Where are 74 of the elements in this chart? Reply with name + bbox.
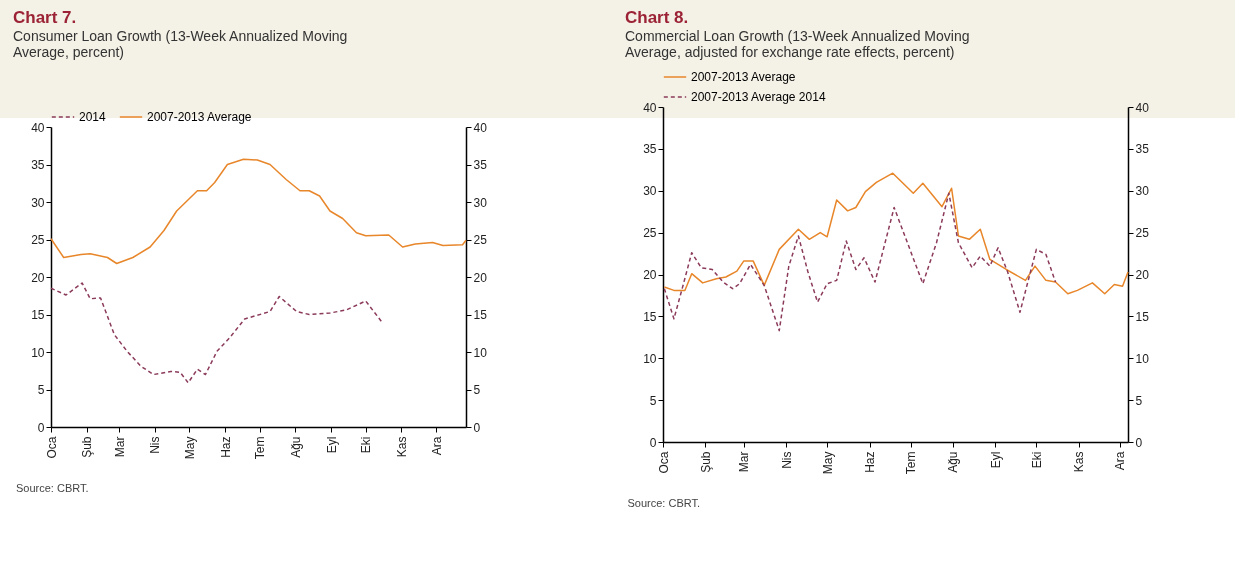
y-tick-label: 30 <box>642 184 657 199</box>
x-tick-label: Ağu <box>945 451 960 473</box>
x-tick-label: Haz <box>862 451 877 473</box>
y2-tick-label: 35 <box>1135 142 1149 157</box>
y-tick-label: 25 <box>31 233 45 247</box>
line-series <box>663 192 1056 332</box>
y2-tick-label: 5 <box>1135 393 1142 408</box>
y2-tick-label: 25 <box>1135 226 1149 241</box>
y-tick-label: 15 <box>642 309 657 324</box>
chart-title: Chart 7. <box>13 8 77 27</box>
x-tick-label: Haz <box>218 436 233 458</box>
x-tick-label: Kas <box>1071 451 1086 473</box>
x-tick-label: Nis <box>148 436 163 454</box>
y-tick-label: 15 <box>31 308 45 322</box>
y2-tick-label: 10 <box>1135 351 1149 366</box>
x-tick-label: Şub <box>698 451 713 473</box>
line-series <box>50 158 467 265</box>
source-note: Source: CBRT. <box>627 497 702 509</box>
y-tick-label: 10 <box>642 351 657 366</box>
y2-tick-label: 20 <box>473 270 488 285</box>
x-tick-label: Mar <box>112 436 127 458</box>
y2-tick-label: 15 <box>473 308 488 322</box>
x-tick-label: Tem <box>253 436 268 460</box>
line-series <box>663 172 1129 295</box>
y-tick-label: 35 <box>642 142 657 157</box>
y-tick-label: 20 <box>642 268 657 282</box>
y-tick-label: 40 <box>642 100 657 115</box>
x-tick-label: May <box>182 436 197 460</box>
y2-tick-label: 35 <box>473 158 488 172</box>
chart-subtitle: Consumer Loan Growth (13-Week Annualized Moving Average, percent) <box>13 28 348 60</box>
x-tick-label: Mar <box>736 451 751 473</box>
x-tick-label: Eki <box>1029 451 1044 469</box>
y2-tick-label: 20 <box>1135 268 1149 282</box>
x-tick-label: May <box>820 451 835 475</box>
line-series <box>50 282 384 384</box>
legend-label: 2007-2013 Average <box>147 110 252 124</box>
y-tick-label: 20 <box>31 270 45 285</box>
x-tick-label: Ağu <box>288 436 303 458</box>
y2-tick-label: 5 <box>473 383 481 397</box>
y2-tick-label: 40 <box>1135 100 1149 115</box>
y-tick-label: 0 <box>37 420 45 435</box>
x-tick-label: Oca <box>44 436 59 459</box>
x-tick-label: Ara <box>429 436 444 456</box>
x-tick-label: Tem <box>903 451 918 475</box>
x-tick-label: Oca <box>656 451 670 474</box>
y-tick-label: 30 <box>31 195 45 210</box>
y-tick-label: 5 <box>37 383 45 397</box>
y2-tick-label: 40 <box>473 120 488 135</box>
y2-tick-label: 30 <box>1135 184 1149 199</box>
x-tick-label: Eyl <box>324 436 339 454</box>
y-tick-label: 25 <box>642 226 657 241</box>
x-tick-label: Eki <box>359 436 374 454</box>
y2-tick-label: 25 <box>473 233 488 247</box>
x-tick-label: Kas <box>394 436 409 458</box>
y-tick-label: 40 <box>31 120 45 135</box>
y2-tick-label: 10 <box>473 345 488 360</box>
y2-tick-label: 0 <box>473 420 481 435</box>
x-tick-label: Şub <box>80 436 95 458</box>
legend-label: 2014 <box>79 110 107 124</box>
x-tick-label: Ara <box>1112 451 1127 471</box>
y2-tick-label: 0 <box>1135 435 1142 450</box>
y-tick-label: 0 <box>649 435 657 450</box>
legend-label: 2007-2013 Average 2014 <box>690 90 826 104</box>
source-note: Source: CBRT. <box>16 482 90 494</box>
legend-label: 2007-2013 Average <box>690 70 796 84</box>
y2-tick-label: 15 <box>1135 309 1149 324</box>
chart-title: Chart 8. <box>624 8 688 27</box>
x-tick-label: Eyl <box>988 451 1003 469</box>
chart-subtitle: Commercial Loan Growth (13-Week Annualized Moving Average, adjusted for exchange rate effects, percent) <box>624 28 969 60</box>
y-tick-label: 10 <box>31 345 45 360</box>
y-tick-label: 5 <box>649 393 657 408</box>
x-tick-label: Nis <box>779 451 794 469</box>
y2-tick-label: 30 <box>473 195 488 210</box>
y-tick-label: 35 <box>31 158 45 172</box>
